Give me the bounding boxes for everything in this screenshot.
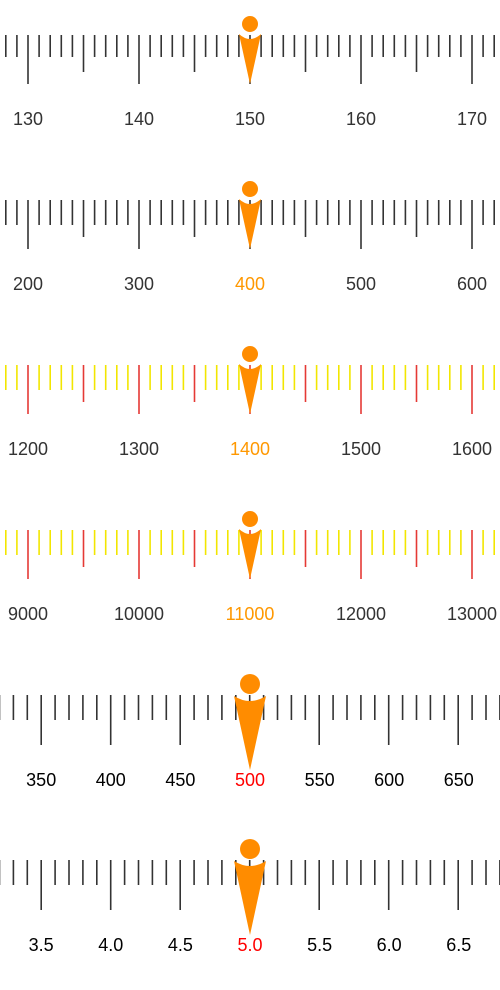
scale-label: 12000 (336, 604, 386, 624)
ruler-scale[interactable]: 350 400 450 500 550 600 650 (0, 660, 500, 825)
selected-value-label: 400 (235, 274, 265, 294)
scale-label: 550 (305, 770, 335, 790)
scale-label: 170 (457, 109, 487, 129)
scale-label: 140 (124, 109, 154, 129)
indicator-pin-icon[interactable] (239, 346, 261, 414)
selected-value-label: 1400 (230, 439, 270, 459)
indicator-pin-icon[interactable] (239, 16, 261, 84)
ruler-scale[interactable]: 3.5 4.0 4.5 5.0 5.5 6.0 6.5 (0, 825, 500, 990)
scale-label: 500 (346, 274, 376, 294)
ruler-picker-4[interactable]: 9000 10000 11000 12000 13000 (0, 495, 500, 660)
ruler-scale[interactable]: 1200 1300 1400 1500 1600 (0, 330, 500, 495)
ruler-picker-3[interactable]: 1200 1300 1400 1500 1600 (0, 330, 500, 495)
indicator-pin-icon[interactable] (234, 839, 266, 935)
scale-label: 1200 (8, 439, 48, 459)
selected-value-label: 5.0 (237, 935, 262, 955)
selected-value-label: 500 (235, 770, 265, 790)
scale-label: 130 (13, 109, 43, 129)
scale-label: 6.5 (446, 935, 471, 955)
scale-label: 200 (13, 274, 43, 294)
scale-label: 450 (165, 770, 195, 790)
ruler-picker-5[interactable]: 350 400 450 500 550 600 650 (0, 660, 500, 825)
scale-label: 9000 (8, 604, 48, 624)
indicator-pin-icon[interactable] (234, 674, 266, 770)
indicator-pin-icon[interactable] (239, 181, 261, 249)
ruler-picker-1[interactable]: 130 140 150 160 170 (0, 0, 500, 165)
ruler-scale[interactable]: 9000 10000 11000 12000 13000 (0, 495, 500, 660)
scale-label: 1500 (341, 439, 381, 459)
scale-label: 13000 (447, 604, 497, 624)
ruler-picker-6[interactable]: 3.5 4.0 4.5 5.0 5.5 6.0 6.5 (0, 825, 500, 990)
ruler-picker-2[interactable]: 200 300 400 500 600 (0, 165, 500, 330)
scale-label: 300 (124, 274, 154, 294)
scale-label: 3.5 (29, 935, 54, 955)
scale-label: 1300 (119, 439, 159, 459)
scale-label: 600 (374, 770, 404, 790)
scale-label: 150 (235, 109, 265, 129)
scale-label: 400 (96, 770, 126, 790)
indicator-pin-icon[interactable] (239, 511, 261, 579)
ruler-scale[interactable]: 130 140 150 160 170 (0, 0, 500, 165)
scale-label: 5.5 (307, 935, 332, 955)
scale-label: 4.5 (168, 935, 193, 955)
scale-label: 650 (444, 770, 474, 790)
scale-label: 6.0 (377, 935, 402, 955)
scale-label: 600 (457, 274, 487, 294)
scale-label: 10000 (114, 604, 164, 624)
scale-label: 4.0 (98, 935, 123, 955)
scale-label: 350 (26, 770, 56, 790)
selected-value-label: 11000 (226, 604, 275, 624)
scale-label: 1600 (452, 439, 492, 459)
ruler-scale[interactable]: 200 300 400 500 600 (0, 165, 500, 330)
scale-label: 160 (346, 109, 376, 129)
